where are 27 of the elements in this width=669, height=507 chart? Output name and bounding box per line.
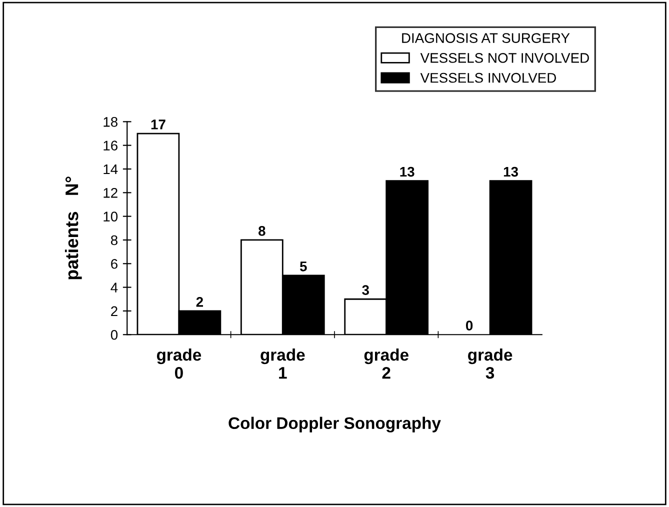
data-label: 0 xyxy=(466,320,473,330)
legend-title: DIAGNOSIS AT SURGERY xyxy=(402,33,570,43)
y-tick-label: 14 xyxy=(104,164,118,174)
x-tick-label: grade 3 xyxy=(468,348,512,379)
x-tick-label: grade 2 xyxy=(364,348,408,379)
y-tick-label: 12 xyxy=(104,188,118,198)
x-tick-label: grade 1 xyxy=(260,348,305,379)
y-tick-label: 2 xyxy=(111,306,118,316)
data-label: 17 xyxy=(151,120,166,130)
y-tick-label: 0 xyxy=(110,330,118,340)
y-tick-label: 6 xyxy=(111,258,118,269)
data-label: 13 xyxy=(400,166,414,177)
data-label: 13 xyxy=(504,166,518,177)
legend-label: VESSELS NOT INVOLVED xyxy=(420,53,589,63)
data-label: 2 xyxy=(196,296,204,307)
legend-label: VESSELS INVOLVED xyxy=(420,72,556,83)
data-label: 8 xyxy=(258,226,266,236)
data-label: 5 xyxy=(300,262,307,272)
y-tick-label: 16 xyxy=(104,140,118,151)
y-tick-label: 8 xyxy=(110,235,118,246)
y-tick-label: 4 xyxy=(110,282,118,292)
x-axis-title: Color Doppler Sonography xyxy=(228,416,441,432)
y-tick-label: 18 xyxy=(104,117,118,127)
x-tick-label: grade 0 xyxy=(156,348,202,379)
data-label: 3 xyxy=(362,285,369,296)
y-axis-title: patients N° xyxy=(64,176,82,280)
y-tick-label: 10 xyxy=(104,212,118,222)
